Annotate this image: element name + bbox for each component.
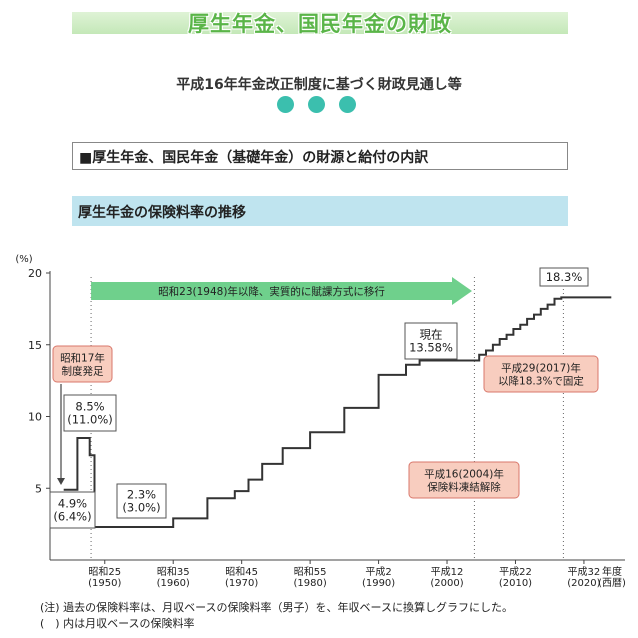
y-tick-label-15: 15 xyxy=(28,339,42,352)
page-title: 厚生年金、国民年金の財政 xyxy=(188,12,452,36)
transition-arrow xyxy=(91,277,473,305)
y-axis-unit-label: (%) xyxy=(15,254,32,265)
label-current-rate-text-0: 現在 xyxy=(420,328,443,342)
footnote-2: ( ) 内は月収ベースの保険料率 xyxy=(40,617,195,630)
x-tick-label-2010: 平成22 xyxy=(499,566,532,578)
label-low-rate-box xyxy=(116,483,167,519)
label-start-rate-text-0: 4.9% xyxy=(58,497,87,511)
label-start-rate-text-1: (6.4%) xyxy=(53,510,91,524)
y-tick-label-5: 5 xyxy=(35,482,42,495)
x-tick-label-1980: 昭和55 xyxy=(294,566,327,578)
section-heading: ■厚生年金、国民年金（基礎年金）の財源と給付の内訳 xyxy=(72,142,568,170)
label-peak-rate-text-0: 8.5% xyxy=(75,400,104,414)
x-tick-sublabel-1950: (1950) xyxy=(88,578,121,589)
x-tick-label-1960: 昭和35 xyxy=(157,566,190,578)
page-subtitle: 平成16年年金改正制度に基づく財政見通し等 xyxy=(176,77,462,93)
y-tick-label-10: 10 xyxy=(28,411,42,424)
label-peak-rate-text-1: (11.0%) xyxy=(67,413,113,427)
x-tick-sublabel-1990: (1990) xyxy=(362,578,395,589)
label-low-rate-text-1: (3.0%) xyxy=(122,501,160,515)
footnote-1: (注) 過去の保険料率は、月収ベースの保険料率（男子）を、年収ベースに換算しグラ… xyxy=(40,601,513,614)
label-peak-rate-box xyxy=(63,394,117,432)
label-final-rate-box xyxy=(539,267,589,287)
chart-heading: 厚生年金の保険料率の推移 xyxy=(72,196,568,226)
premium-rate-chart: (%) 5 10 15 20 昭和25(1950) 昭和35(1960) 昭和45(1970)… xyxy=(15,254,626,589)
label-final-rate-text-0: 18.3% xyxy=(546,270,583,284)
x-tick-label-1950: 昭和25 xyxy=(88,566,121,578)
title-bar xyxy=(72,12,568,34)
x-tick-sublabel-2010: (2010) xyxy=(499,578,532,589)
x-tick-sublabel-1970: (1970) xyxy=(225,578,258,589)
callout-freeze-2004-text-1: 保険料凍結解除 xyxy=(427,481,501,494)
x-axis-unit-label: 年度 xyxy=(602,565,622,578)
x-tick-label-1990: 平成2 xyxy=(365,566,391,578)
x-tick-label-2020: 平成32 xyxy=(568,566,601,578)
x-tick-sublabel-2020: (2020) xyxy=(567,578,600,589)
start-arrow-head xyxy=(57,478,65,485)
x-tick-sublabel-2000: (2000) xyxy=(430,578,463,589)
label-current-rate-box xyxy=(404,322,458,360)
callout-fixed-2017-text-0: 平成29(2017)年 xyxy=(501,362,581,375)
callout-freeze-2004-box xyxy=(408,461,520,499)
x-axis-unit-sublabel: (西暦) xyxy=(598,577,626,589)
y-tick-label-20: 20 xyxy=(28,267,42,280)
x-tick-sublabel-1980: (1980) xyxy=(293,578,326,589)
x-tick-label-1970: 昭和45 xyxy=(225,566,258,578)
label-low-rate-text-0: 2.3% xyxy=(127,488,156,502)
x-tick-sublabel-1960: (1960) xyxy=(157,578,190,589)
callout-freeze-2004-text-0: 平成16(2004)年 xyxy=(424,468,504,481)
x-tick-label-2000: 平成12 xyxy=(431,566,464,578)
premium-rate-line xyxy=(63,296,612,528)
callout-fixed-2017-box xyxy=(483,355,599,393)
callout-shouwa17-text-0: 昭和17年 xyxy=(60,352,105,365)
transition-arrow-label: 昭和23(1948)年以降、実質的に賦課方式に移行 xyxy=(158,285,385,298)
decor-dot-1 xyxy=(277,96,294,113)
label-current-rate-text-1: 13.58% xyxy=(409,341,453,355)
callout-fixed-2017-text-1: 以降18.3%で固定 xyxy=(498,375,584,388)
decor-dot-3 xyxy=(339,96,356,113)
callout-shouwa17-text-1: 制度発足 xyxy=(62,365,104,378)
label-start-rate-box xyxy=(49,491,96,529)
decor-dot-2 xyxy=(308,96,325,113)
callout-shouwa17-box xyxy=(52,345,113,383)
